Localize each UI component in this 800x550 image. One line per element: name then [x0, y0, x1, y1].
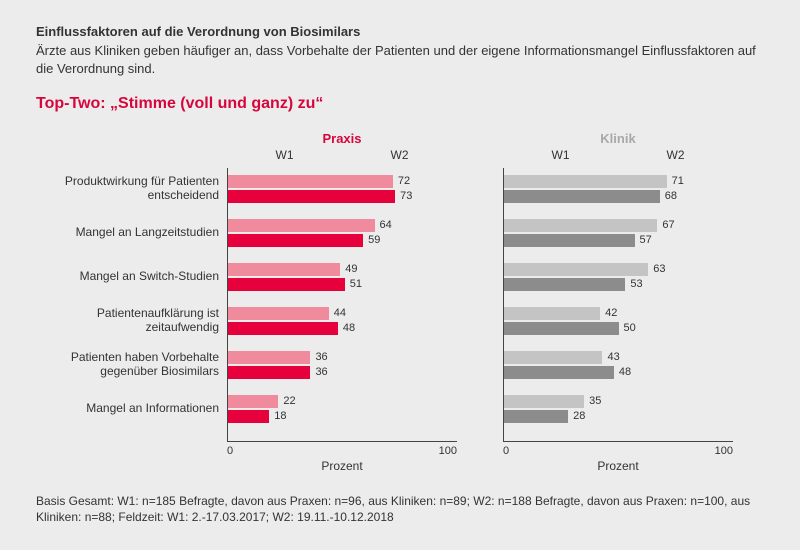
bar-w1: 44 — [228, 307, 329, 320]
bar-group: 43 48 — [504, 344, 733, 388]
legend-praxis: W1 W2 — [227, 148, 457, 162]
plot-praxis: 727364594951444836362218 — [227, 168, 457, 442]
bar-w2: 59 — [228, 234, 363, 247]
bar-value: 36 — [310, 366, 327, 379]
bar-value: 59 — [363, 234, 380, 247]
bar-value: 72 — [393, 175, 410, 188]
bar-w2: 73 — [228, 190, 395, 203]
bar-group: 7273 — [228, 168, 457, 212]
bar-w1: 43 — [504, 351, 602, 364]
bar-w2: 28 — [504, 410, 568, 423]
panel-praxis: Praxis W1 W2 727364594951444836362218 0 … — [227, 131, 457, 473]
bar-value: 50 — [619, 322, 636, 335]
xtick: 0 — [503, 445, 509, 457]
panel-title-klinik: Klinik — [503, 131, 733, 146]
legend-w1: W1 — [552, 148, 570, 162]
bar-group: 64 59 — [228, 212, 457, 256]
bar-value: 67 — [657, 219, 674, 232]
xlabel-klinik: Prozent — [503, 459, 733, 473]
toptwo-heading: Top-Two: „Stimme (voll und ganz) zu“ — [36, 95, 764, 113]
bar-w1: 67 — [504, 219, 657, 232]
bar-w2: 53 — [504, 278, 625, 291]
bar-group: 71 68 — [504, 168, 733, 212]
bar-group: 35 28 — [504, 388, 733, 432]
category-labels: Produktwirkung für Patienten entscheiden… — [36, 131, 221, 473]
bar-w1: 35 — [504, 395, 584, 408]
xticks-praxis: 0 100 — [227, 442, 457, 457]
bar-w1: 49 — [228, 263, 340, 276]
bar-w2: 68 — [504, 190, 660, 203]
bar-value: 36 — [310, 351, 327, 364]
bar-w1: 42 — [504, 307, 600, 320]
xticks-klinik: 0 100 — [503, 442, 733, 457]
bar-value: 68 — [660, 190, 677, 203]
bar-w1: 72 — [228, 175, 393, 188]
bar-group: 4250 — [504, 300, 733, 344]
bar-w1: 22 — [228, 395, 278, 408]
panel-title-praxis: Praxis — [227, 131, 457, 146]
bar-group: 22 18 — [228, 388, 457, 432]
bar-value: 57 — [635, 234, 652, 247]
bar-value: 51 — [345, 278, 362, 291]
bar-value: 49 — [340, 263, 357, 276]
bar-w2: 36 — [228, 366, 310, 379]
footnote: Basis Gesamt: W1: n=185 Befragte, davon … — [36, 493, 764, 525]
bar-w1: 36 — [228, 351, 310, 364]
category-label: Mangel an Informationen — [36, 387, 221, 431]
bar-w1: 64 — [228, 219, 375, 232]
bar-w2: 18 — [228, 410, 269, 423]
bar-value: 22 — [278, 395, 295, 408]
bar-group: 63 53 — [504, 256, 733, 300]
headline: Einflussfaktoren auf die Verordnung von … — [36, 24, 764, 39]
legend-w1: W1 — [276, 148, 294, 162]
xtick: 100 — [715, 445, 733, 457]
category-label: Mangel an Switch-Studien — [36, 255, 221, 299]
plot-klinik: 716867576353425043483528 — [503, 168, 733, 442]
category-label: Produktwirkung für Patienten entscheiden… — [36, 167, 221, 211]
xtick: 0 — [227, 445, 233, 457]
panel-klinik: Klinik W1 W2 716867576353425043483528 0 … — [503, 131, 733, 473]
bar-value: 63 — [648, 263, 665, 276]
bar-w1: 71 — [504, 175, 667, 188]
legend-w2: W2 — [667, 148, 685, 162]
bar-w2: 51 — [228, 278, 345, 291]
bar-w2: 50 — [504, 322, 619, 335]
bar-value: 42 — [600, 307, 617, 320]
bar-w1: 63 — [504, 263, 648, 276]
bar-value: 53 — [625, 278, 642, 291]
bar-value: 48 — [614, 366, 631, 379]
bar-value: 71 — [667, 175, 684, 188]
bar-w2: 48 — [504, 366, 614, 379]
bar-value: 35 — [584, 395, 601, 408]
bar-value: 18 — [269, 410, 286, 423]
legend-klinik: W1 W2 — [503, 148, 733, 162]
category-label: Mangel an Langzeitstudien — [36, 211, 221, 255]
category-label: Patientenaufklärung ist zeitaufwendig — [36, 299, 221, 343]
bar-group: 67 57 — [504, 212, 733, 256]
bar-value: 44 — [329, 307, 346, 320]
bar-value: 48 — [338, 322, 355, 335]
xlabel-praxis: Prozent — [227, 459, 457, 473]
bar-value: 28 — [568, 410, 585, 423]
bar-group: 44 48 — [228, 300, 457, 344]
subheadline: Ärzte aus Kliniken geben häufiger an, da… — [36, 42, 764, 77]
bar-w2: 48 — [228, 322, 338, 335]
bar-w2: 57 — [504, 234, 635, 247]
xtick: 100 — [439, 445, 457, 457]
bar-group: 49 51 — [228, 256, 457, 300]
category-label: Patienten haben Vorbehalte gegenüber Bio… — [36, 343, 221, 387]
chart-area: Produktwirkung für Patienten entscheiden… — [36, 131, 764, 473]
bar-group: 3636 — [228, 344, 457, 388]
legend-w2: W2 — [391, 148, 409, 162]
bar-value: 64 — [375, 219, 392, 232]
bar-value: 43 — [602, 351, 619, 364]
bar-value: 73 — [395, 190, 412, 203]
